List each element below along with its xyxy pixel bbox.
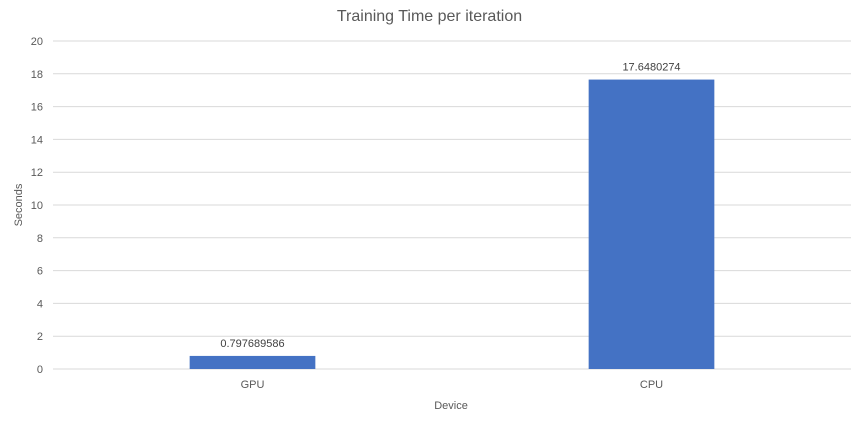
y-tick-label: 0 — [37, 364, 43, 376]
x-axis-ticks: GPU CPU — [241, 379, 664, 391]
y-tick-label: 2 — [37, 331, 43, 343]
y-tick-label: 6 — [37, 266, 43, 278]
y-tick-label: 4 — [37, 298, 43, 310]
y-tick-label: 8 — [37, 233, 43, 245]
x-axis-title: Device — [434, 400, 468, 412]
x-tick-label-cpu: CPU — [640, 379, 663, 391]
bars — [189, 79, 715, 369]
x-tick-label-gpu: GPU — [241, 379, 265, 391]
y-tick-label: 10 — [31, 200, 43, 212]
bar-gpu — [189, 355, 316, 369]
y-axis-title: Seconds — [13, 183, 25, 226]
chart-title: Training Time per iteration — [337, 8, 522, 25]
y-tick-label: 20 — [31, 36, 43, 48]
data-label-gpu: 0.797689586 — [220, 338, 284, 350]
y-tick-label: 12 — [31, 167, 43, 179]
y-tick-label: 16 — [31, 102, 43, 114]
data-label-cpu: 17.6480274 — [622, 62, 680, 74]
y-tick-label: 18 — [31, 69, 43, 81]
data-labels: 0.797689586 17.6480274 — [220, 62, 680, 350]
y-tick-label: 14 — [31, 134, 43, 146]
y-axis-ticks: 0 2 4 6 8 10 12 14 16 18 20 — [31, 36, 43, 376]
bar-cpu — [588, 79, 715, 369]
gridlines — [53, 40, 851, 370]
